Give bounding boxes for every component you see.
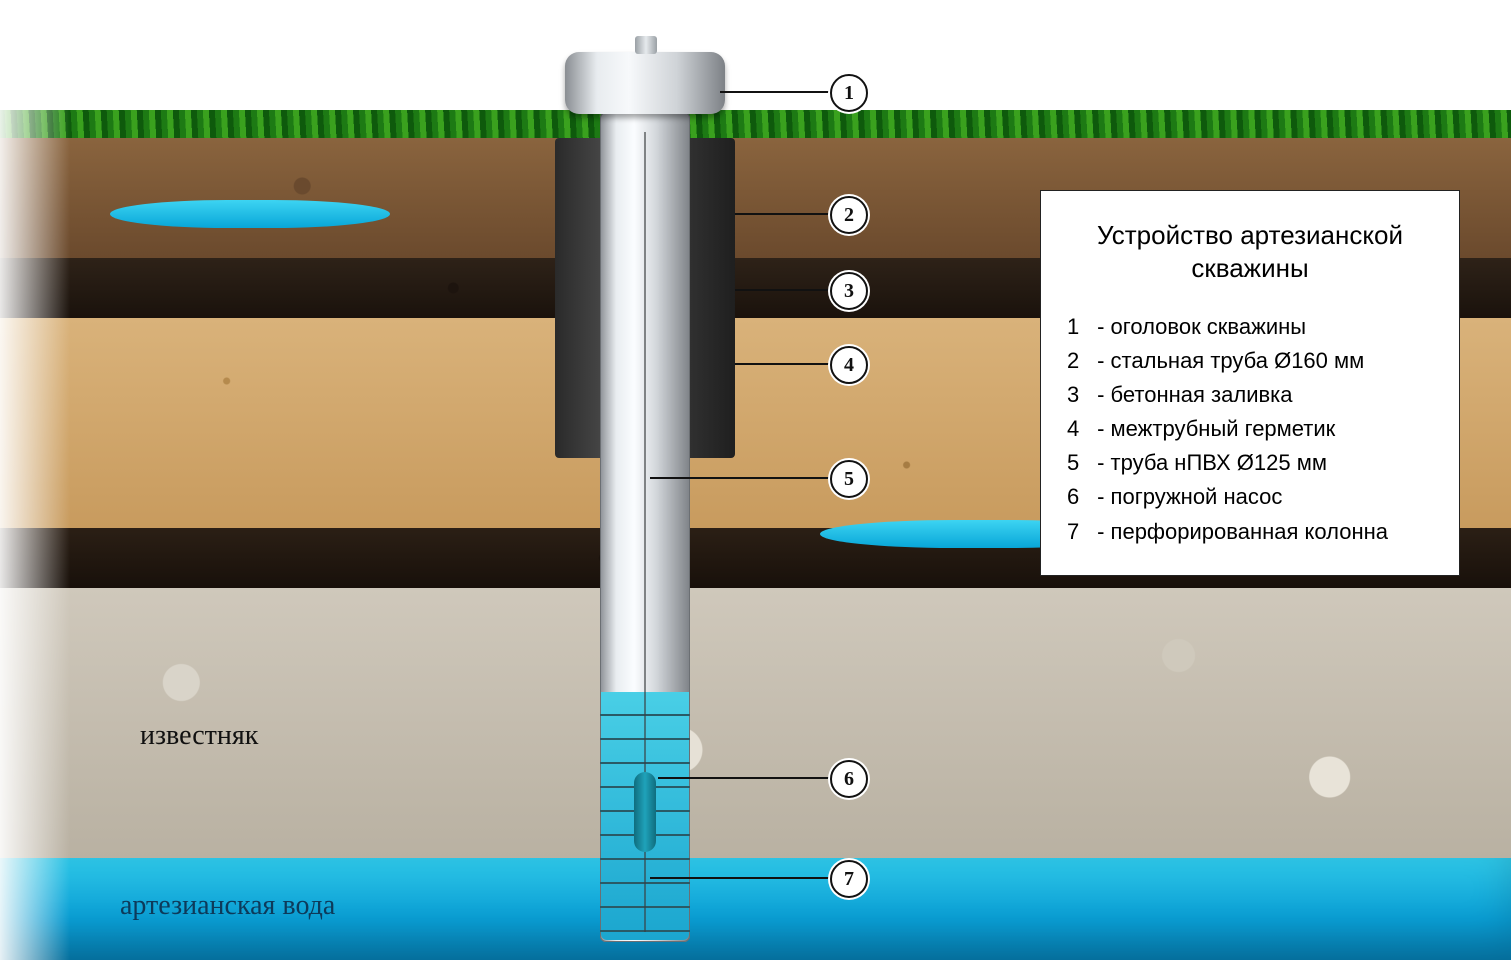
leader-line [735,213,830,215]
callout-marker-5: 5 [830,460,868,498]
leader-line [735,363,830,365]
leader-line [650,877,830,879]
cutaway-highlight [0,110,70,960]
callout-marker-1: 1 [830,74,868,112]
callout-marker-3: 3 [830,272,868,310]
callout-marker-2: 2 [830,196,868,234]
leader-line [720,91,830,93]
legend-item: 7 - перфорированная колонна [1067,515,1433,549]
legend-list: 1 - оголовок скважины2 - стальная труба … [1067,310,1433,549]
leader-line [650,477,830,479]
legend-item: 4 - межтрубный герметик [1067,412,1433,446]
legend-item: 3 - бетонная заливка [1067,378,1433,412]
legend-title: Устройство артезианской скважины [1067,219,1433,284]
legend-item: 1 - оголовок скважины [1067,310,1433,344]
well-assembly [555,52,735,922]
layer-grass [0,110,1511,138]
legend-item: 2 - стальная труба Ø160 мм [1067,344,1433,378]
legend-item: 6 - погружной насос [1067,480,1433,514]
well-head-cap [565,52,725,114]
water-lens [110,200,390,228]
callout-marker-6: 6 [830,760,868,798]
well-submersible-pump [634,772,656,852]
legend-box: Устройство артезианской скважины 1 - ого… [1040,190,1460,576]
legend-item: 5 - труба нПВХ Ø125 мм [1067,446,1433,480]
leader-line [658,777,830,779]
leader-line [735,289,830,291]
label-artesian-water: артезианская вода [120,890,335,922]
label-limestone: известняк [140,720,258,752]
callout-marker-7: 7 [830,860,868,898]
diagram-stage: 1 2 3 4 5 6 7 известняк артезианская вода Устр… [0,0,1511,960]
callout-marker-4: 4 [830,346,868,384]
